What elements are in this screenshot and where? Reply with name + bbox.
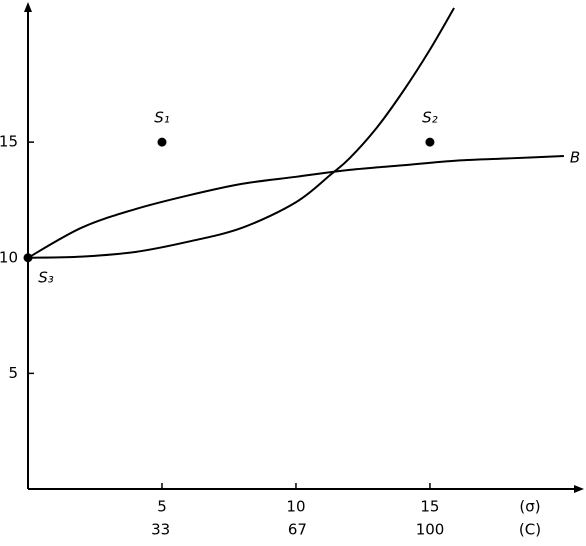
x2-tick-label: 100 — [416, 521, 445, 539]
x-axis-label: (σ) — [519, 498, 540, 516]
y-tick-label: 10 — [0, 248, 18, 266]
curve-label: B — [570, 149, 580, 167]
curve — [27, 155, 564, 259]
curve — [27, 7, 455, 259]
point-label: S₁ — [154, 109, 170, 127]
y-tick-label: 5 — [8, 364, 18, 382]
point — [157, 137, 167, 147]
x-tick-label: 10 — [286, 498, 305, 516]
y-tick-label: 15 — [0, 133, 18, 151]
x2-axis-label: (C) — [519, 521, 541, 539]
point-label: S₂ — [422, 109, 438, 127]
x-axis-arrow — [574, 485, 584, 493]
x-tick-label: 5 — [157, 498, 167, 516]
point — [425, 137, 435, 147]
x2-tick-label: 33 — [151, 521, 170, 539]
point-label: S₃ — [38, 268, 54, 286]
x2-tick-label: 67 — [288, 521, 307, 539]
point — [23, 253, 33, 263]
y-axis-arrow — [24, 2, 32, 12]
x-tick-label: 15 — [420, 498, 439, 516]
